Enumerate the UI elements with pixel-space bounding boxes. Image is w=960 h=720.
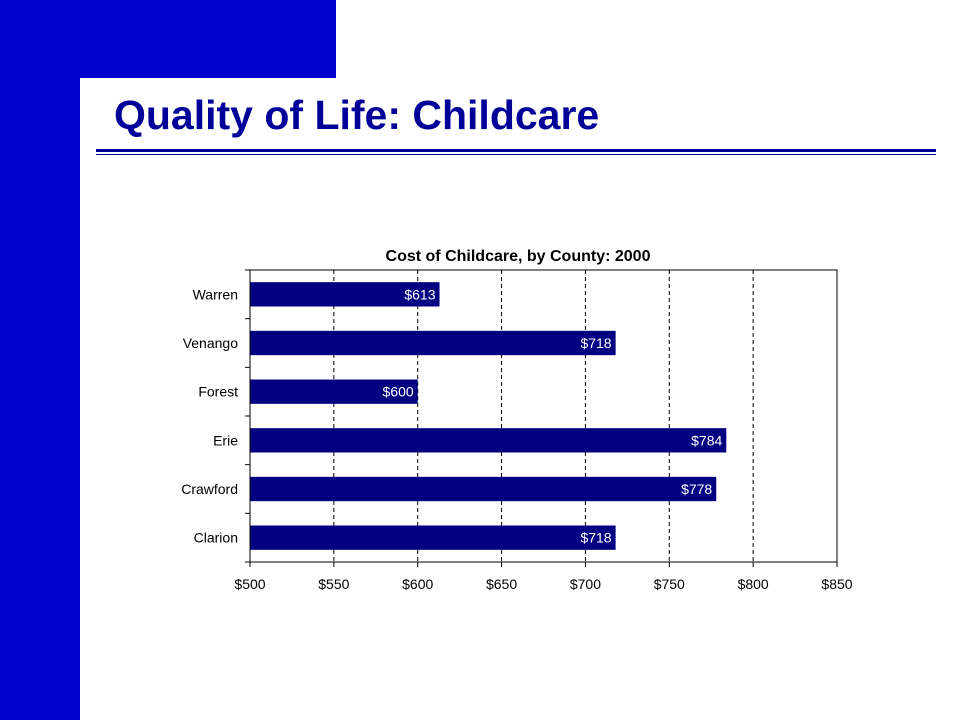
category-label: Forest [198, 384, 238, 400]
x-tick-label: $800 [738, 576, 769, 592]
header-accent-block [0, 0, 336, 78]
bar [250, 282, 440, 307]
bar-value-label: $778 [681, 481, 712, 497]
bars: $613 $718 $600 $784 $778 $718 [250, 282, 727, 550]
bar-value-label: $600 [383, 384, 414, 400]
title-underline-thick [96, 149, 936, 152]
x-tick-label: $650 [486, 576, 517, 592]
category-label: Venango [183, 335, 238, 351]
category-label: Warren [193, 286, 238, 302]
bar [250, 330, 616, 356]
bar-value-label: $784 [691, 432, 722, 448]
category-label: Crawford [181, 481, 238, 497]
x-tick-label: $600 [402, 576, 433, 592]
plot-frame [249, 269, 838, 563]
bar-value-label: $718 [580, 335, 611, 351]
bar [250, 428, 727, 453]
bar-value-label: $718 [580, 530, 611, 546]
title-underline-thin [96, 154, 936, 155]
category-label: Erie [213, 432, 238, 448]
chart-title: Cost of Childcare, by County: 2000 [386, 248, 651, 265]
sidebar-accent-bar [0, 0, 80, 720]
bar [250, 379, 418, 404]
gridlines [333, 270, 754, 562]
axes: $500 $550 $600 $650 $700 $750 $800 $850 Warren Ve… [181, 269, 853, 592]
bar [250, 476, 717, 502]
x-tick-label: $850 [821, 576, 852, 592]
category-label: Clarion [194, 530, 238, 546]
x-tick-label: $500 [234, 576, 265, 592]
x-tick-label: $750 [654, 576, 685, 592]
bar [250, 525, 616, 550]
slide-title: Quality of Life: Childcare [114, 92, 600, 138]
x-tick-label: $700 [570, 576, 601, 592]
x-tick-label: $550 [318, 576, 349, 592]
bar-value-label: $613 [404, 286, 435, 302]
